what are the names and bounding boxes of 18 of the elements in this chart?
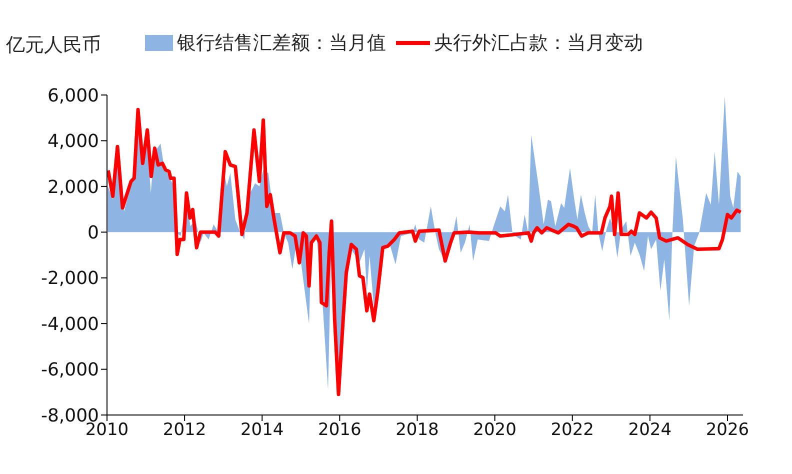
x-tick-label: 2016: [318, 420, 362, 440]
y-tick-label: 4,000: [47, 131, 99, 152]
y-tick-label: 2,000: [47, 176, 99, 198]
y-tick-label: -4,000: [40, 314, 99, 335]
legend-label: 银行结售汇差额：当月值: [177, 31, 386, 56]
x-tick-label: 2014: [240, 420, 284, 440]
x-tick-label: 2022: [550, 420, 594, 440]
y-tick-label: -2,000: [40, 268, 99, 290]
x-tick-label: 2020: [473, 420, 516, 440]
y-axis-title: 亿元人民币: [6, 33, 101, 58]
y-tick-label: 0: [88, 222, 99, 244]
x-tick-label: 2026: [706, 420, 750, 440]
x-tick-label: 2024: [628, 420, 672, 440]
y-tick-label: -6,000: [40, 360, 99, 381]
x-tick-label: 2018: [396, 420, 439, 440]
legend-label: 央行外汇占款：当月变动: [434, 31, 643, 56]
x-tick-label: 2012: [162, 420, 206, 440]
y-tick-label: 6,000: [47, 85, 99, 106]
